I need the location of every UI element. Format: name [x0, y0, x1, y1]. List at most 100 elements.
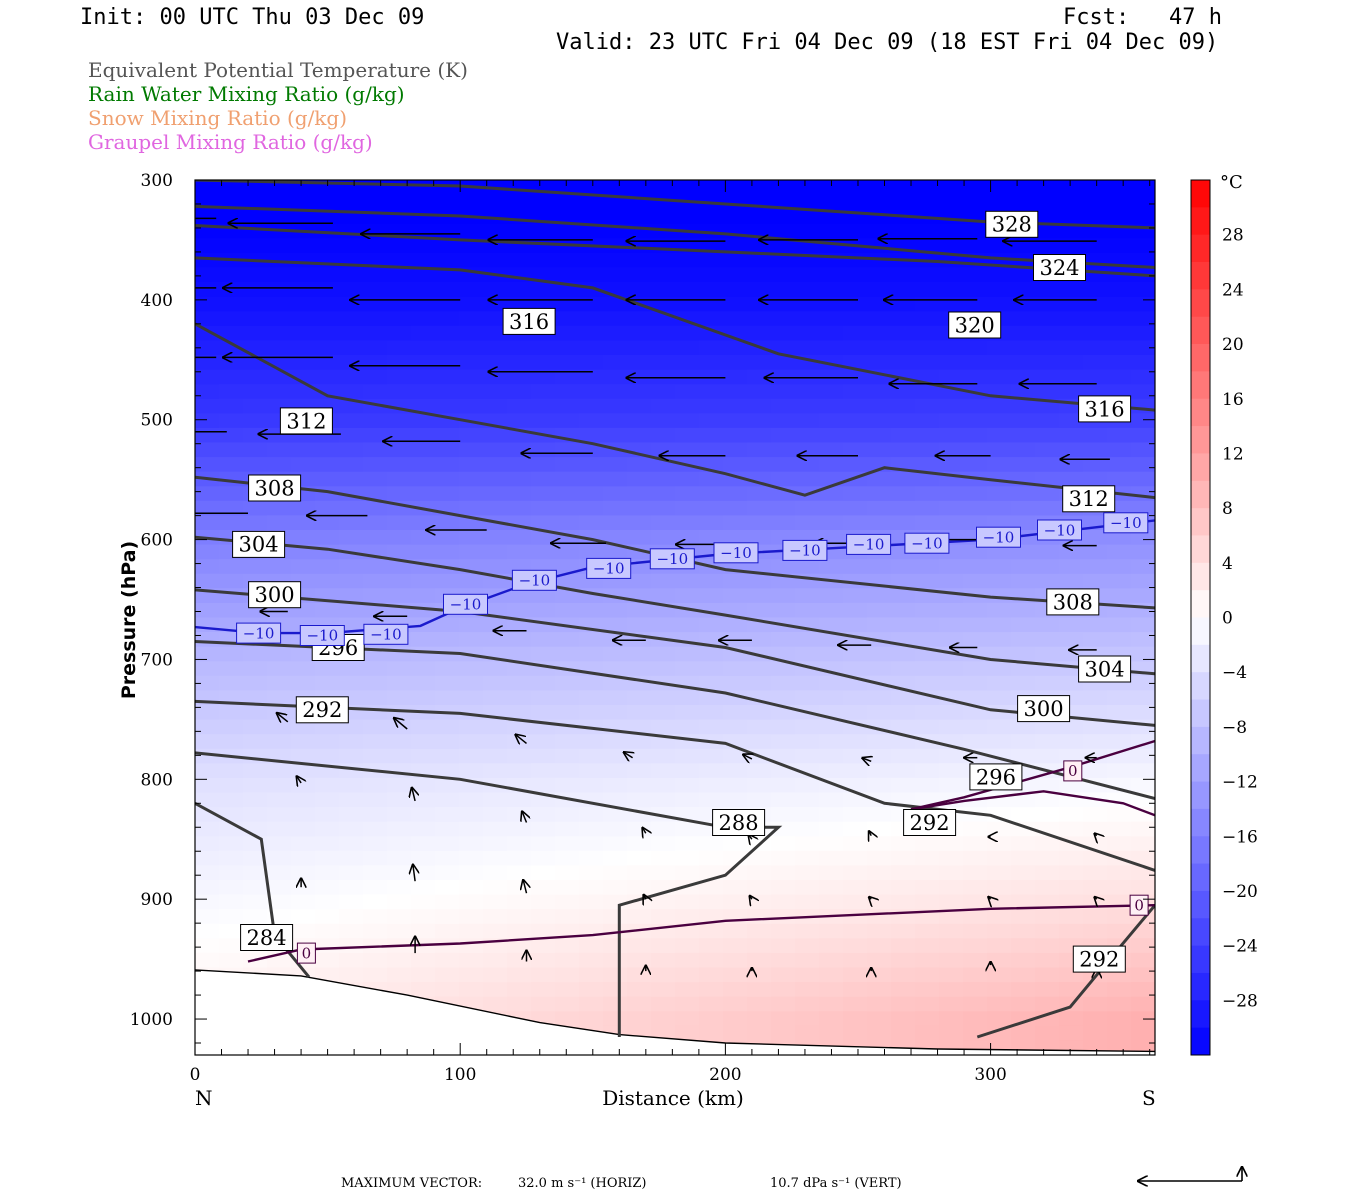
temperature-cell — [1131, 209, 1155, 225]
temperature-cell — [363, 865, 388, 881]
theta-e-label-box — [1072, 945, 1126, 973]
temperature-cell — [363, 296, 388, 312]
temperature-cell — [603, 807, 628, 823]
temperature-cell — [651, 515, 676, 531]
temperature-cell — [339, 850, 364, 866]
temperature-cell — [1131, 340, 1155, 356]
temperature-cell — [915, 894, 940, 910]
temperature-cell — [1035, 807, 1060, 823]
temperature-cell — [291, 748, 316, 764]
temperature-cell — [771, 661, 796, 677]
legend-graupel: Graupel Mixing Ratio (g/kg) — [88, 130, 373, 154]
temperature-cell — [771, 880, 796, 896]
temperature-cell — [1107, 427, 1132, 444]
temperature-cell — [1059, 719, 1084, 735]
temperature-cell — [675, 296, 700, 312]
temperature-cell — [819, 427, 844, 444]
temperature-cell — [531, 850, 556, 866]
temperature-cell — [819, 515, 844, 531]
temperature-cell — [435, 180, 460, 196]
temperature-cell — [1011, 325, 1036, 341]
colorbar-segment — [1191, 918, 1210, 947]
temperature-cell — [939, 559, 964, 575]
temperature-cell — [1035, 982, 1060, 998]
temperature-cell — [1011, 427, 1036, 444]
temperature-cell — [1011, 632, 1036, 648]
temperature-cell — [387, 457, 412, 473]
temperature-cell — [1131, 588, 1155, 604]
temperature-cell — [579, 690, 604, 706]
colorbar-segment — [1191, 672, 1210, 700]
temperature-cell — [195, 850, 220, 866]
temperature-cell — [651, 530, 676, 546]
temperature-cell — [771, 996, 796, 1012]
temperature-cell — [1011, 384, 1036, 400]
temperature-cell — [1035, 486, 1060, 502]
temperature-cell — [435, 617, 460, 633]
theta-e-label: 296 — [976, 765, 1016, 789]
temperature-cell — [1107, 836, 1132, 852]
temperature-cell — [315, 500, 340, 516]
temperature-cell — [387, 427, 412, 444]
temperature-cell — [435, 719, 460, 735]
temperature-cell — [675, 398, 700, 414]
temperature-cell — [819, 617, 844, 633]
temperature-cell — [579, 355, 604, 371]
colorbar-tick-label: −4 — [1222, 663, 1247, 683]
temperature-cell — [387, 675, 412, 691]
colorbar-tick-label: 4 — [1222, 554, 1233, 574]
temperature-cell — [771, 194, 796, 210]
temperature-cell — [795, 340, 820, 356]
temperature-cell — [195, 573, 220, 589]
temperature-cell — [195, 909, 220, 925]
temperature-cell — [387, 967, 412, 983]
temperature-cell — [915, 223, 940, 239]
temperature-cell — [195, 675, 220, 691]
temperature-cell — [411, 632, 436, 648]
temperature-cell — [675, 952, 700, 969]
temperature-cell — [723, 296, 748, 312]
temperature-cell — [387, 355, 412, 371]
temperature-cell — [531, 705, 556, 721]
temperature-cell — [243, 500, 268, 516]
temperature-cell — [435, 384, 460, 400]
temperature-cell — [411, 544, 436, 560]
temperature-cell — [891, 734, 916, 750]
temperature-cell — [1131, 1025, 1155, 1041]
temperature-cell — [291, 209, 316, 225]
colorbar-segment — [1191, 644, 1210, 673]
temperature-cell — [363, 238, 388, 254]
temperature-cell — [723, 763, 748, 779]
temperature-cell — [843, 325, 868, 341]
colorbar-segment — [1191, 480, 1210, 509]
temperature-cell — [627, 836, 652, 852]
temperature-cell — [771, 865, 796, 881]
temperature-cell — [1107, 1011, 1132, 1027]
temperature-cell — [1131, 690, 1155, 706]
temperature-cell — [555, 938, 580, 954]
temperature-cell — [219, 646, 244, 662]
temperature-cell — [603, 369, 628, 385]
temperature-cell — [1011, 880, 1036, 896]
temperature-cell — [771, 602, 796, 619]
temperature-cell — [315, 719, 340, 735]
temperature-cell — [1059, 442, 1084, 458]
temperature-cell — [1083, 573, 1108, 589]
temperature-cell — [483, 952, 508, 969]
temperature-cell — [1107, 296, 1132, 312]
temperature-cell — [267, 792, 292, 808]
temperature-cell — [243, 763, 268, 779]
temperature-cell — [1011, 734, 1036, 750]
temperature-cell — [603, 952, 628, 969]
temperature-cell — [843, 690, 868, 706]
temperature-cell — [939, 194, 964, 210]
temperature-cell — [267, 209, 292, 225]
temperature-cell — [219, 952, 244, 969]
temperature-cell — [939, 515, 964, 531]
temperature-cell — [699, 355, 724, 371]
temperature-cell — [579, 296, 604, 312]
temperature-cell — [891, 223, 916, 239]
temperature-cell — [843, 442, 868, 458]
temperature-cell — [1083, 282, 1108, 298]
temperature-cell — [771, 923, 796, 939]
